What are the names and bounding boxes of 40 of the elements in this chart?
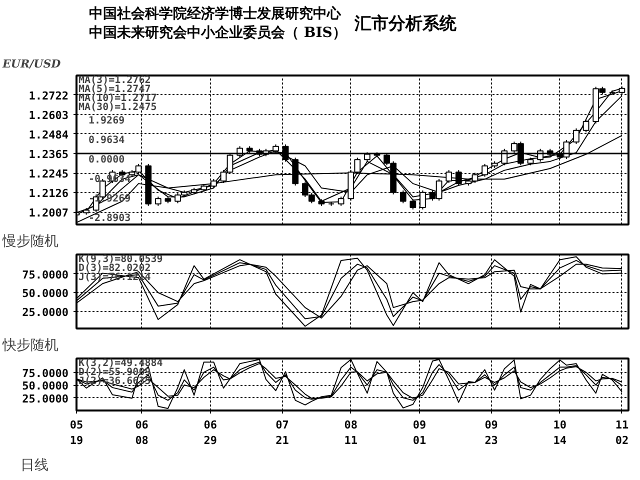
x-tick-label: 09 23	[484, 418, 498, 448]
y-axis-title: 慢步随机	[2, 234, 58, 250]
y-axis-title: 快步随机	[2, 338, 58, 354]
y-tick-label: 75.0000	[22, 366, 68, 380]
x-tick-label: 05 19	[70, 418, 84, 448]
x-tick-label: 08 11	[344, 418, 358, 448]
x-tick-label: 07 21	[276, 418, 290, 448]
y-tick-label: 1.2722	[28, 89, 69, 102]
y-tick-label: 25.0000	[22, 306, 68, 319]
text: 汇市分析系统	[354, 12, 456, 36]
y2-tick-label: 0.0000	[88, 154, 125, 166]
y2-tick-label: 0.9634	[88, 135, 125, 146]
chart-title: 中国社会科学院经济学博士发展研究中心	[89, 6, 341, 22]
y-tick-label: 75.0000	[22, 268, 68, 282]
y-axis-title: EUR/USD	[2, 58, 62, 70]
chart-subtitle: 中国未来研究会中小企业委员会（ BIS）	[89, 25, 346, 41]
x-tick-label: 06 08	[135, 418, 149, 448]
y-tick-label: 1.2007	[28, 206, 69, 220]
y-tick-label: 1.2365	[28, 148, 69, 161]
y2-tick-label: 1.9269	[88, 116, 125, 127]
y2-tick-label: -2.8903	[88, 213, 131, 224]
annotation: MA(10)=1.2717	[78, 93, 157, 104]
y-tick-label: 50.0000	[22, 380, 68, 393]
annotation: K(3,2)=49.4884	[78, 358, 163, 369]
x-tick-label: 06 29	[204, 418, 218, 448]
x-axis-title: 日线	[20, 458, 48, 474]
y-tick-label: 1.2126	[28, 187, 69, 200]
y-tick-label: 1.2245	[28, 168, 69, 181]
annotation: K(9,3)=80.0539	[78, 254, 163, 265]
x-tick-label: 10 14	[553, 418, 567, 448]
x-tick-label: 09 01	[412, 418, 426, 448]
annotation: MA(5)=1.2747	[78, 84, 151, 95]
annotation: MA(30)=1.2475	[78, 102, 157, 113]
y-tick-label: 1.2484	[28, 128, 69, 142]
x-tick-label: 11 02	[615, 418, 629, 448]
annotation: MA(3)=1.2762	[78, 75, 151, 86]
annotation: D(3)=82.0202	[78, 263, 151, 274]
y-tick-label: 1.2603	[28, 108, 69, 122]
y-tick-label: 50.0000	[22, 287, 68, 300]
y-tick-label: 25.0000	[22, 392, 68, 406]
